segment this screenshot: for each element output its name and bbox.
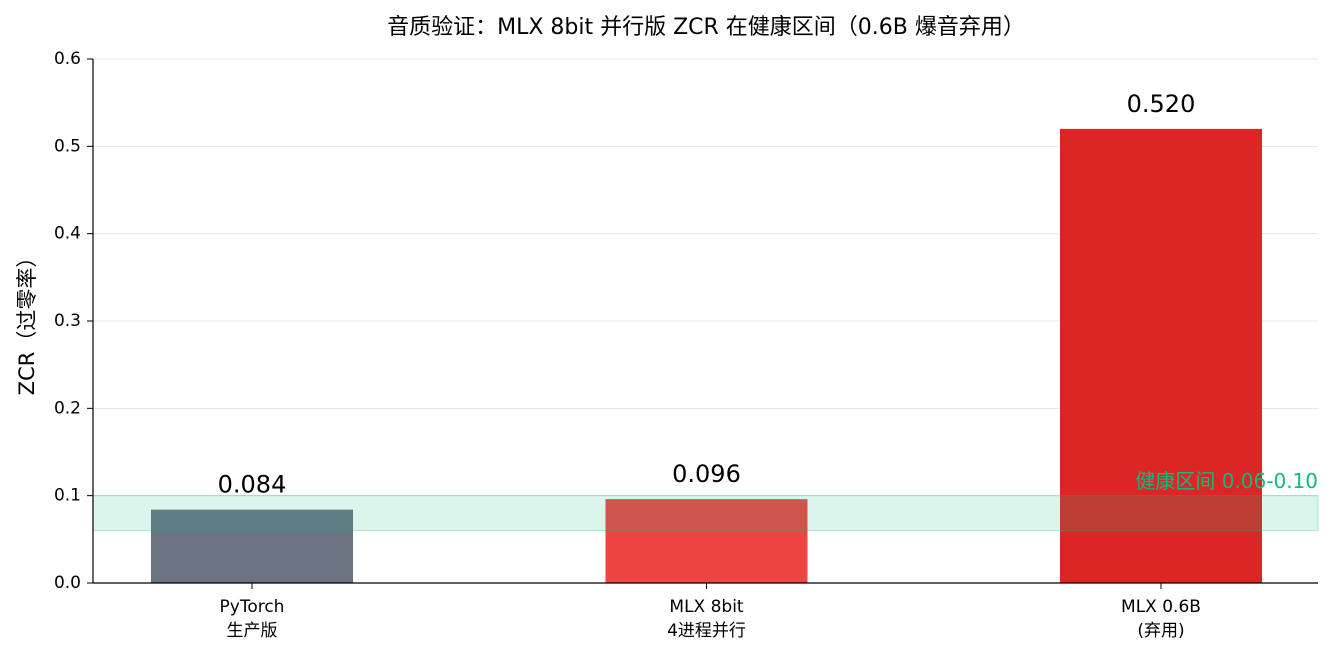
chart-title: 音质验证：MLX 8bit 并行版 ZCR 在健康区间（0.6B 爆音弃用） <box>387 15 1025 40</box>
x-tick-label: PyTorch <box>220 597 285 617</box>
y-tick-label: 0.4 <box>54 224 81 244</box>
value-label: 0.096 <box>672 460 741 488</box>
y-tick-label: 0.6 <box>54 49 81 69</box>
y-tick-label: 0.2 <box>54 398 81 418</box>
y-tick-label: 0.3 <box>54 311 81 331</box>
x-tick-label: (弃用) <box>1137 621 1184 641</box>
x-tick-label: MLX 8bit <box>669 597 744 617</box>
bar <box>1060 128 1262 583</box>
value-label: 0.084 <box>218 471 287 499</box>
bar <box>605 499 808 583</box>
y-tick-label: 0.1 <box>54 486 81 506</box>
value-label: 0.520 <box>1127 90 1196 118</box>
x-tick-label: MLX 0.6B <box>1121 597 1201 617</box>
y-tick-label: 0.0 <box>54 573 81 593</box>
band-label: 健康区间 0.06-0.10 <box>1135 469 1318 493</box>
healthy-band <box>92 495 1319 532</box>
bar <box>151 509 353 583</box>
y-tick-label: 0.5 <box>54 136 81 156</box>
x-tick-label: 4进程并行 <box>667 621 746 641</box>
x-tick-label: 生产版 <box>227 621 278 641</box>
y-axis-label: ZCR（过零率） <box>15 247 39 396</box>
